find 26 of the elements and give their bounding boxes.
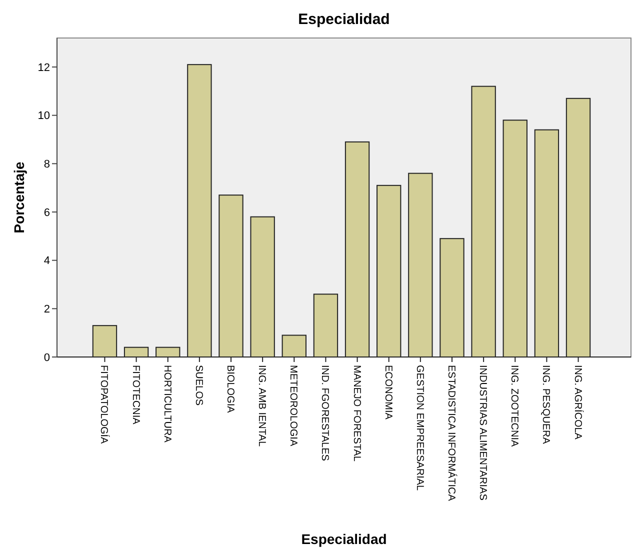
x-tick-label: HORTICULTURA (161, 365, 172, 443)
x-axis-title: Especialidad (301, 531, 387, 547)
y-tick-label: 4 (44, 255, 50, 268)
y-axis-title: Porcentaje (11, 161, 27, 234)
chart-title: Especialidad (298, 11, 390, 28)
y-tick-label: 0 (44, 352, 50, 364)
y-tick-label: 8 (44, 158, 50, 171)
x-tick-label: IND. FGORESTALES (319, 365, 330, 462)
y-tick-label: 12 (38, 62, 50, 74)
x-tick-label: SUELOS (192, 365, 204, 406)
x-tick-label: BIOLOGIA (224, 365, 236, 414)
x-tick-label: MANEJO FORESTAL (350, 365, 362, 462)
x-tick-label: FITOPATOLOGÍA (98, 365, 110, 444)
x-tick-label: METEOROLOGIA (288, 365, 299, 446)
y-tick-label: 10 (38, 110, 50, 122)
y-tick-label: 6 (44, 206, 50, 219)
x-tick-label: ESTADISTICA INFORMÁTICA (445, 365, 458, 502)
x-tick-label: ING. AGRÍCOLA (572, 365, 584, 440)
x-tick-label: ING. PESQUERA (540, 365, 552, 444)
x-tick-label: GESTION EMPREESARIAL (414, 365, 425, 492)
y-tick-label: 2 (44, 304, 50, 316)
x-tick-label: ECONOMIA (382, 365, 394, 420)
x-tick-label: ING. ZOOTECNIA (508, 365, 520, 447)
x-tick-label: ING. AMB IENTAL (256, 365, 268, 447)
x-tick-label: FITOTECNIA (130, 365, 141, 425)
x-tick-label: INDUSTRIAS ALIMENTARIAS (477, 365, 488, 501)
